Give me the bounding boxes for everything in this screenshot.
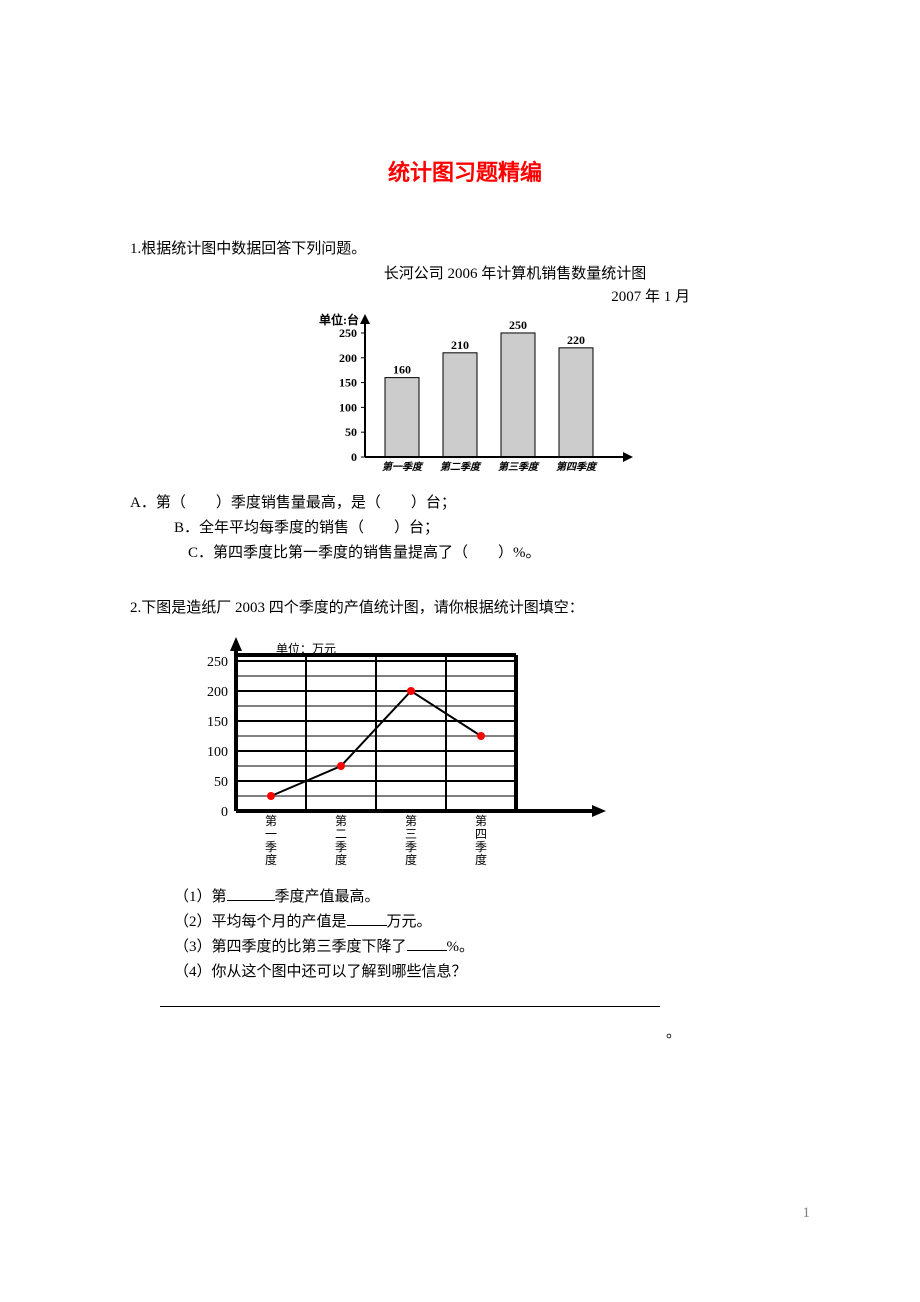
svg-text:第: 第 [475, 814, 487, 828]
svg-text:第二季度: 第二季度 [440, 461, 482, 473]
svg-text:100: 100 [339, 400, 357, 414]
svg-text:200: 200 [339, 351, 357, 365]
svg-text:季: 季 [405, 840, 417, 854]
svg-text:250: 250 [339, 326, 357, 340]
svg-text:50: 50 [345, 425, 357, 439]
svg-text:第: 第 [265, 814, 277, 828]
svg-text:三: 三 [405, 827, 417, 841]
blank [227, 886, 275, 901]
q2-sub2-pre: （2）平均每个月的产值是 [174, 914, 347, 930]
q2-line-chart: 050100150200250单位：万元第一季度第二季度第三季度第四季度 [172, 635, 800, 875]
svg-text:第三季度: 第三季度 [498, 461, 540, 473]
page-title: 统计图习题精编 [130, 155, 800, 187]
svg-text:度: 度 [405, 852, 417, 867]
svg-text:100: 100 [207, 745, 228, 760]
svg-text:季: 季 [475, 840, 487, 854]
svg-text:150: 150 [207, 715, 228, 730]
svg-text:第: 第 [335, 814, 347, 828]
svg-text:一: 一 [265, 827, 277, 841]
q2-sub3-pre: （3）第四季度的比第三季度下降了 [174, 939, 407, 955]
svg-text:第四季度: 第四季度 [556, 461, 598, 473]
q2-sub1-pre: （1）第 [174, 889, 227, 905]
svg-text:250: 250 [509, 318, 527, 332]
svg-text:单位：万元: 单位：万元 [276, 641, 336, 656]
svg-text:季: 季 [265, 840, 277, 854]
q1-bar-chart: 单位:台 0 50 100 150 200 250 160 第一季度 210 第二季度 250 第三季度… [130, 310, 800, 485]
svg-text:210: 210 [451, 338, 469, 352]
svg-text:150: 150 [339, 375, 357, 389]
svg-text:第一季度: 第一季度 [382, 461, 424, 473]
q2-sub1-post: 季度产值最高。 [275, 889, 380, 905]
svg-text:度: 度 [475, 852, 487, 867]
page-number: 1 [803, 1205, 811, 1222]
svg-text:50: 50 [214, 775, 228, 790]
q1-chart-title: 长河公司 2006 年计算机销售数量统计图 [230, 262, 800, 283]
svg-text:220: 220 [567, 333, 585, 347]
svg-text:度: 度 [335, 852, 347, 867]
q2-sub3: （3）第四季度的比第三季度下降了 %。 [174, 935, 800, 956]
svg-text:160: 160 [393, 362, 411, 376]
svg-text:0: 0 [221, 805, 228, 820]
answer-line [160, 1005, 660, 1007]
blank [347, 911, 387, 926]
q2-sub4: （4）你从这个图中还可以了解到哪些信息？ [174, 960, 800, 981]
svg-text:0: 0 [351, 450, 357, 464]
q2-sub3-post: %。 [447, 939, 475, 955]
svg-text:四: 四 [475, 827, 487, 841]
svg-text:二: 二 [335, 827, 347, 841]
svg-text:第: 第 [405, 814, 417, 828]
blank [407, 936, 447, 951]
q2-prompt: 2.下图是造纸厂 2003 四个季度的产值统计图，请你根据统计图填空： [130, 596, 800, 617]
answer-line-period: 。 [666, 1021, 681, 1042]
svg-text:200: 200 [207, 685, 228, 700]
svg-text:度: 度 [265, 852, 277, 867]
svg-text:季: 季 [335, 840, 347, 854]
q1-option-b: B．全年平均每季度的销售（ ）台； [130, 516, 800, 537]
svg-text:250: 250 [207, 655, 228, 670]
q2-sub2-post: 万元。 [387, 914, 432, 930]
q1-date-note: 2007 年 1 月 [130, 285, 800, 306]
svg-text:单位:台: 单位:台 [319, 312, 359, 327]
q1-prompt: 1.根据统计图中数据回答下列问题。 [130, 237, 800, 258]
q1-option-c: C．第四季度比第一季度的销售量提高了（ ）%。 [130, 541, 800, 562]
q2-sub2: （2）平均每个月的产值是 万元。 [174, 910, 800, 931]
q1-option-a: A．第（ ）季度销售量最高，是（ ）台； [130, 491, 800, 512]
q2-sub1: （1）第 季度产值最高。 [174, 885, 800, 906]
